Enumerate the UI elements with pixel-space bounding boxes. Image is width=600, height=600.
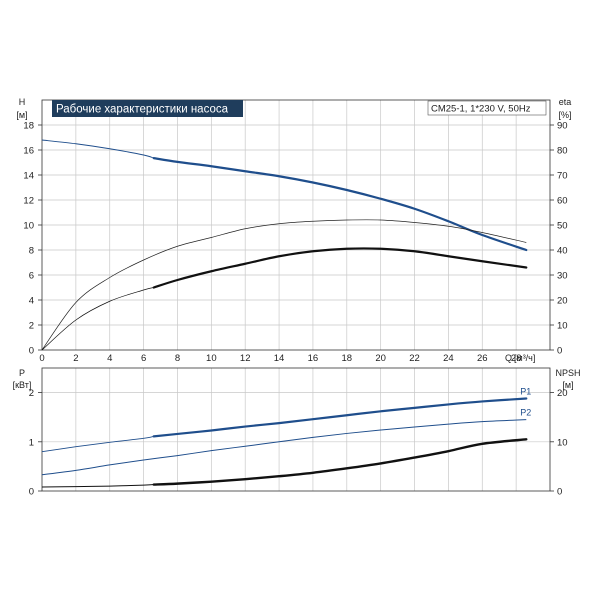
npsh-curve-thin — [41, 484, 154, 488]
model-label: CM25-1, 1*230 V, 50Hz — [431, 104, 531, 115]
x-tick-label: 22 — [409, 353, 420, 364]
power-tick-label: 0 — [29, 487, 34, 498]
x-tick-label: 6 — [141, 353, 146, 364]
y-right-tick-label: 90 — [557, 121, 568, 132]
y-left-label: H — [19, 97, 26, 107]
y-right-tick-label: 30 — [557, 271, 568, 282]
y-right-label: eta — [559, 97, 572, 107]
x-tick-label: 8 — [175, 353, 180, 364]
y-left-tick-label: 10 — [23, 221, 34, 232]
power-axis-unit: [кВт] — [13, 380, 32, 390]
x-tick-label: 12 — [240, 353, 251, 364]
y-right-tick-label: 80 — [557, 146, 568, 157]
x-tick-label: 16 — [308, 353, 319, 364]
chart-title: Рабочие характеристики насоса — [56, 104, 229, 116]
npsh-axis-label: NPSH — [555, 368, 580, 378]
head-curve — [152, 157, 528, 252]
x-tick-label: 4 — [107, 353, 112, 364]
y-left-tick-label: 2 — [29, 321, 34, 332]
y-right-tick-label: 40 — [557, 246, 568, 257]
y-left-tick-label: 6 — [29, 271, 34, 282]
y-right-unit: [%] — [558, 110, 571, 120]
power-p1-curve — [152, 397, 528, 438]
series-label-p2: P2 — [520, 408, 531, 418]
npsh-curve — [152, 438, 528, 486]
y-left-tick-label: 12 — [23, 196, 34, 207]
bottom-panel-frame — [41, 367, 551, 492]
y-left-tick-label: 8 — [29, 246, 34, 257]
tick-labels: 0 2 4 6 8 10 12 14 16 18 20 22 24 26 28024681012141618… — [23, 121, 567, 498]
x-tick-label: 24 — [443, 353, 454, 364]
power-tick-label: 2 — [29, 388, 34, 399]
y-right-tick-label: 0 — [557, 346, 562, 357]
x-axis-label: Q — [505, 353, 512, 363]
y-left-unit: [м] — [16, 110, 27, 120]
power-axis-label: P — [19, 368, 25, 378]
bottom-panel-grid — [42, 368, 550, 491]
x-tick-label: 26 — [477, 353, 488, 364]
x-tick-label: 18 — [342, 353, 353, 364]
x-tick-label: 2 — [73, 353, 78, 364]
power-p1-curve-thin — [41, 435, 154, 453]
y-right-tick-label: 10 — [557, 321, 568, 332]
head-curve-thin — [41, 139, 154, 159]
x-tick-label: 28 — [511, 353, 522, 364]
y-left-tick-label: 14 — [23, 171, 34, 182]
y-left-tick-label: 4 — [29, 296, 34, 307]
x-tick-label: 14 — [274, 353, 285, 364]
npsh-tick-label: 20 — [557, 388, 568, 399]
efficiency-curve-thin — [41, 287, 154, 351]
x-tick-label: 20 — [375, 353, 386, 364]
power-p2-curve — [41, 419, 527, 476]
y-left-tick-label: 16 — [23, 146, 34, 157]
y-left-tick-label: 0 — [29, 346, 34, 357]
x-tick-label: 10 — [206, 353, 217, 364]
npsh-tick-label: 10 — [557, 437, 568, 448]
npsh-axis-unit: [м] — [562, 380, 573, 390]
title-banner — [52, 100, 243, 117]
x-axis-unit: [м³/ч] — [514, 353, 535, 363]
y-left-tick-label: 18 — [23, 121, 34, 132]
top-panel-grid — [42, 100, 550, 350]
y-right-tick-label: 50 — [557, 221, 568, 232]
series-label-p1: P1 — [520, 387, 531, 397]
y-right-tick-label: 70 — [557, 171, 568, 182]
y-right-tick-label: 60 — [557, 196, 568, 207]
power-tick-label: 1 — [29, 437, 34, 448]
npsh-tick-label: 0 — [557, 487, 562, 498]
x-tick-label: 0 — [39, 353, 44, 364]
model-label-box — [427, 100, 547, 116]
y-right-tick-label: 20 — [557, 296, 568, 307]
efficiency-curve — [152, 247, 528, 289]
curves: P1 P2 — [41, 139, 531, 488]
efficiency-curve-total — [41, 219, 527, 351]
